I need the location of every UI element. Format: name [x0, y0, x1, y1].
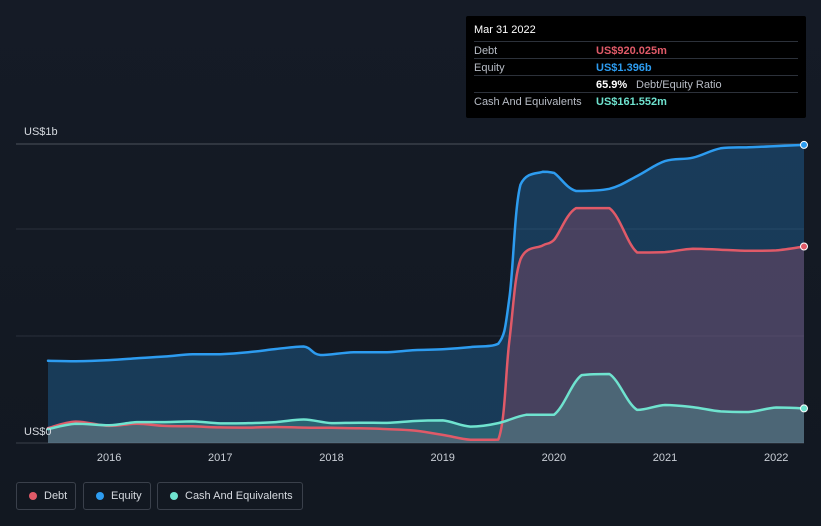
end-markers	[800, 140, 808, 413]
cash-and-equivalents-area	[48, 374, 804, 443]
y-tick-label-us-1b: US$1b	[24, 126, 58, 138]
x-tick-label-2021: 2021	[653, 452, 677, 464]
tooltip-ratio-label: Debt/Equity Ratio	[636, 79, 722, 91]
legend-item-equity[interactable]: Equity	[83, 482, 151, 510]
tooltip-panel: Mar 31 2022 Debt US$920.025m Equity US$1…	[466, 16, 806, 118]
tooltip-equity-value: US$1.396b	[596, 62, 652, 74]
debt-area	[48, 208, 804, 443]
tooltip-cash-label: Cash And Equivalents	[474, 96, 582, 108]
legend-debt-label: Debt	[44, 490, 68, 502]
legend-item-debt[interactable]: Debt	[16, 482, 76, 510]
tooltip-row-debt: Debt US$920.025m	[474, 41, 798, 59]
tooltip-cash-value: US$161.552m	[596, 96, 667, 108]
x-tick-label-2018: 2018	[319, 452, 343, 464]
legend-equity-label: Equity	[111, 490, 142, 502]
cash-and-equivalents-line	[46, 372, 806, 431]
tooltip-debt-value: US$920.025m	[596, 45, 667, 57]
debt-end-point	[800, 242, 808, 251]
y-tick-label-us-0: US$0	[24, 426, 52, 438]
legend-cash-label: Cash And Equivalents	[185, 490, 293, 502]
equity-line	[46, 143, 806, 363]
x-tick-label-2017: 2017	[208, 452, 232, 464]
tooltip-date: Mar 31 2022	[474, 24, 536, 36]
grid-lines	[16, 143, 804, 444]
equity-area	[48, 144, 804, 443]
cash-dot-icon	[170, 492, 178, 500]
equity-end-point	[800, 140, 808, 149]
axis-labels: 2016 2017 2018 2019 2020 2021 2022 US$1b US$0	[24, 126, 788, 464]
tooltip-debt-label: Debt	[474, 45, 498, 57]
debt-dot-icon	[29, 492, 37, 500]
equity-dot-icon	[96, 492, 104, 500]
tooltip-ratio-value: 65.9%	[596, 79, 628, 91]
series-lines	[46, 143, 806, 442]
legend-item-cash[interactable]: Cash And Equivalents	[157, 482, 303, 510]
tooltip-equity-label: Equity	[474, 62, 505, 74]
x-tick-label-2020: 2020	[542, 452, 566, 464]
x-tick-label-2019: 2019	[430, 452, 454, 464]
tooltip-row-ratio: 65.9% Debt/Equity Ratio	[474, 75, 798, 93]
debt-line	[46, 206, 806, 442]
tooltip-row-equity: Equity US$1.396b	[474, 58, 798, 76]
tooltip-row-cash: Cash And Equivalents US$161.552m	[474, 92, 798, 110]
series-areas	[48, 144, 804, 443]
cash-and-equivalents-end-point	[800, 404, 808, 413]
x-tick-label-2016: 2016	[97, 452, 121, 464]
x-tick-label-2022: 2022	[764, 452, 788, 464]
